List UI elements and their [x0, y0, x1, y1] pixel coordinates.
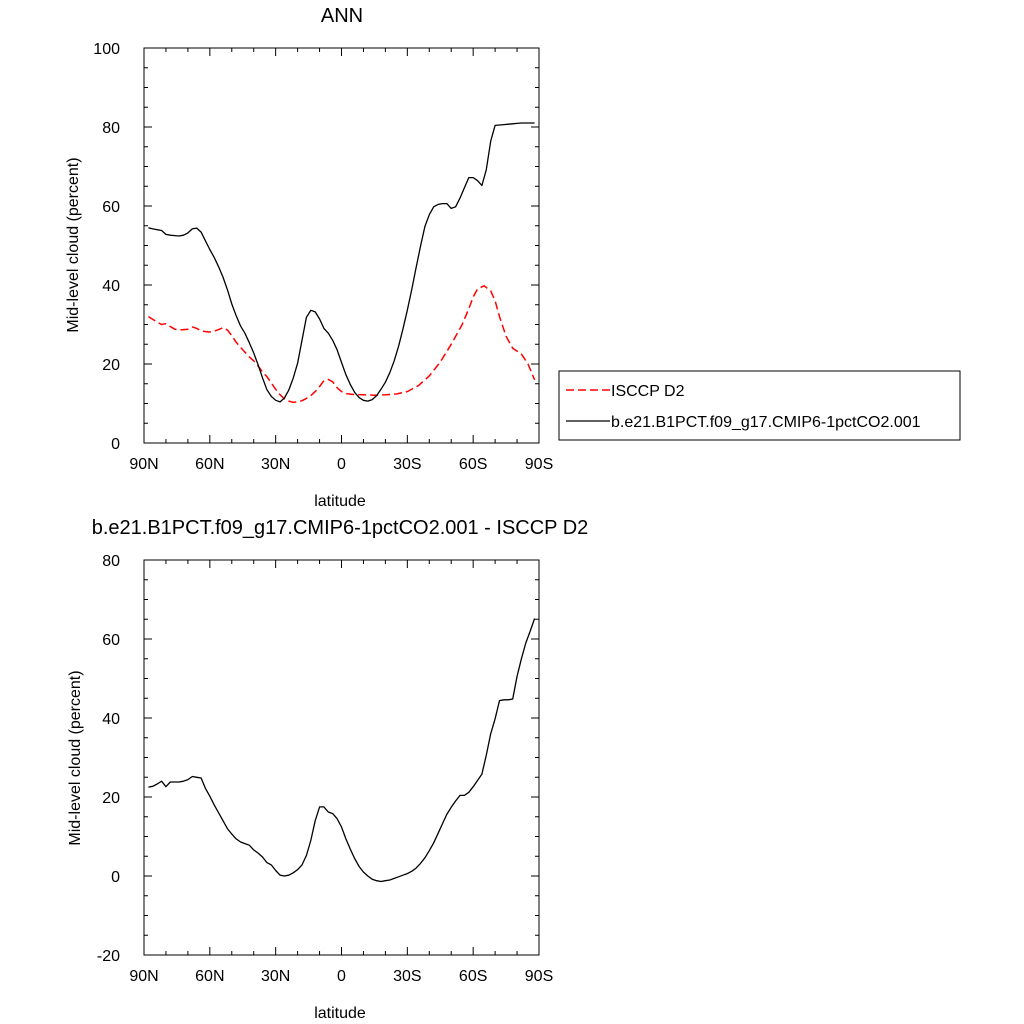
bottom-y-tick-label: 20 [102, 790, 120, 807]
bottom-tick-marks: 90N 60N 30N 0 30S 60S 90S -20 0 20 40 60 80 [97, 553, 553, 985]
bottom-x-tick-label: 60N [195, 968, 224, 985]
top-x-tick-label: 30S [393, 456, 421, 473]
top-series-line-1 [148, 122, 535, 403]
bottom-x-tick-label: 60S [459, 968, 487, 985]
top-y-tick-label: 100 [93, 41, 120, 58]
top-panel: ANN Mid-level cloud (percent) latitude 9… [65, 5, 961, 510]
top-x-tick-label: 0 [337, 456, 346, 473]
legend-label-model: b.e21.B1PCT.f09_g17.CMIP6-1pctCO2.001 [611, 414, 921, 431]
bottom-y-tick-label: 40 [102, 711, 120, 728]
top-series-line-0 [147, 285, 536, 404]
top-y-tick-label: 40 [102, 278, 120, 295]
top-x-tick-label: 30N [261, 456, 290, 473]
bottom-y-tick-label: -20 [97, 948, 120, 965]
bottom-y-tick-label: 0 [111, 869, 120, 886]
top-x-tick-label: 60N [195, 456, 224, 473]
top-y-tick-label: 0 [111, 436, 120, 453]
bottom-x-tick-label: 90N [129, 968, 158, 985]
top-chart-ylabel: Mid-level cloud (percent) [65, 157, 82, 332]
bottom-chart-xlabel: latitude [314, 1005, 366, 1022]
bottom-x-tick-label: 30S [393, 968, 421, 985]
legend-box [558, 370, 961, 441]
bottom-y-tick-label: 60 [102, 632, 120, 649]
top-x-tick-label: 60S [459, 456, 487, 473]
legend: ISCCP D2 b.e21.B1PCT.f09_g17.CMIP6-1pctC… [558, 370, 961, 441]
top-plot-frame [143, 47, 540, 444]
top-y-tick-label: 20 [102, 357, 120, 374]
bottom-y-tick-label: 80 [102, 553, 120, 570]
top-x-tick-label: 90N [129, 456, 158, 473]
legend-label-isccp: ISCCP D2 [611, 383, 685, 400]
top-x-tick-label: 90S [525, 456, 553, 473]
top-chart-title: ANN [321, 5, 363, 27]
bottom-panel: b.e21.B1PCT.f09_g17.CMIP6-1pctCO2.001 - … [67, 517, 588, 1022]
top-series-group [147, 122, 536, 404]
top-y-tick-label: 60 [102, 199, 120, 216]
top-chart-xlabel: latitude [314, 493, 366, 510]
bottom-x-tick-label: 0 [337, 968, 346, 985]
top-y-tick-label: 80 [102, 120, 120, 137]
bottom-plot-frame [143, 559, 540, 956]
bottom-chart-ylabel: Mid-level cloud (percent) [67, 670, 84, 845]
bottom-series-line-0 [148, 618, 536, 883]
bottom-chart-title: b.e21.B1PCT.f09_g17.CMIP6-1pctCO2.001 - … [92, 517, 589, 539]
bottom-x-tick-label: 30N [261, 968, 290, 985]
bottom-x-tick-label: 90S [525, 968, 553, 985]
top-tick-marks: 90N 60N 30N 0 30S 60S 90S 0 20 40 60 80 100 [93, 41, 553, 473]
bottom-series-group [148, 618, 536, 883]
